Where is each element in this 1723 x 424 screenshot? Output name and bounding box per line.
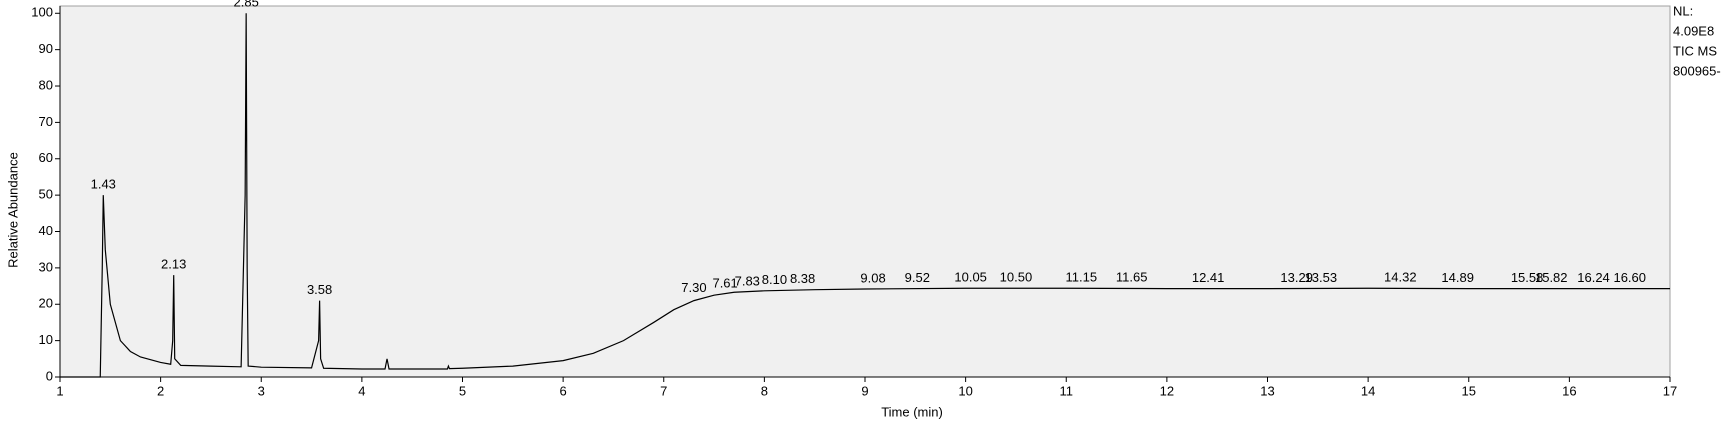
x-tick-label: 17: [1663, 383, 1677, 398]
peak-label: 7.83: [735, 273, 760, 288]
peak-label: 13.53: [1305, 270, 1338, 285]
y-tick-label: 90: [39, 41, 53, 56]
peak-label: 12.41: [1192, 270, 1225, 285]
trace-line: [60, 13, 1670, 378]
peak-label: 16.24: [1577, 270, 1610, 285]
peak-label: 1.43: [91, 177, 116, 192]
x-tick-label: 11: [1060, 383, 1074, 398]
plot-area: [59, 5, 1671, 378]
peak-label: 8.10: [762, 272, 787, 287]
y-tick-label: 70: [39, 114, 53, 129]
peak-label: 10.50: [1000, 270, 1033, 285]
x-tick-label: 7: [660, 383, 667, 398]
y-tick-label: 100: [31, 5, 53, 20]
y-tick-label: 10: [39, 332, 53, 347]
y-tick-label: 60: [39, 150, 53, 165]
peak-label: 16.60: [1613, 270, 1646, 285]
peak-label: 7.61: [712, 276, 737, 291]
x-tick-label: 14: [1361, 383, 1375, 398]
peak-label: 8.38: [790, 271, 815, 286]
peak-label: 7.30: [681, 280, 706, 295]
x-tick-label: 1: [56, 383, 63, 398]
x-tick-label: 5: [459, 383, 466, 398]
x-tick-label: 9: [861, 383, 868, 398]
peak-label: 3.58: [307, 282, 332, 297]
y-axis-title: Relative Abundance: [5, 152, 20, 268]
x-tick-label: 10: [958, 383, 972, 398]
peak-label: 2.85: [234, 0, 259, 10]
side-note: TIC MS: [1673, 43, 1717, 58]
x-tick-label: 8: [761, 383, 768, 398]
side-note: 800965-: [1673, 63, 1721, 78]
peak-label: 9.52: [905, 270, 930, 285]
peak-label: 10.05: [954, 270, 987, 285]
peak-label: 11.15: [1066, 270, 1098, 285]
side-note: 4.09E8: [1673, 23, 1714, 38]
y-tick-label: 20: [39, 296, 53, 311]
y-tick-label: 80: [39, 77, 53, 92]
x-tick-label: 2: [157, 383, 164, 398]
side-note: NL:: [1673, 3, 1693, 18]
x-tick-label: 6: [560, 383, 567, 398]
x-tick-label: 3: [258, 383, 265, 398]
peak-label: 11.65: [1116, 270, 1148, 285]
peak-label: 2.13: [161, 257, 186, 272]
peak-label: 14.89: [1441, 270, 1474, 285]
peak-label: 15.82: [1535, 270, 1568, 285]
x-tick-label: 15: [1462, 383, 1476, 398]
x-tick-label: 12: [1160, 383, 1174, 398]
peak-label: 14.32: [1384, 270, 1417, 285]
y-tick-label: 30: [39, 259, 53, 274]
peak-label: 15.58: [1511, 270, 1544, 285]
x-tick-label: 4: [358, 383, 365, 398]
y-tick-label: 40: [39, 223, 53, 238]
x-tick-label: 13: [1260, 383, 1274, 398]
x-tick-label: 16: [1562, 383, 1576, 398]
y-tick-label: 0: [46, 368, 53, 383]
y-tick-label: 50: [39, 187, 53, 202]
peak-label: 13.29: [1280, 270, 1313, 285]
x-axis-title: Time (min): [881, 404, 943, 419]
peak-label: 9.08: [860, 270, 885, 285]
